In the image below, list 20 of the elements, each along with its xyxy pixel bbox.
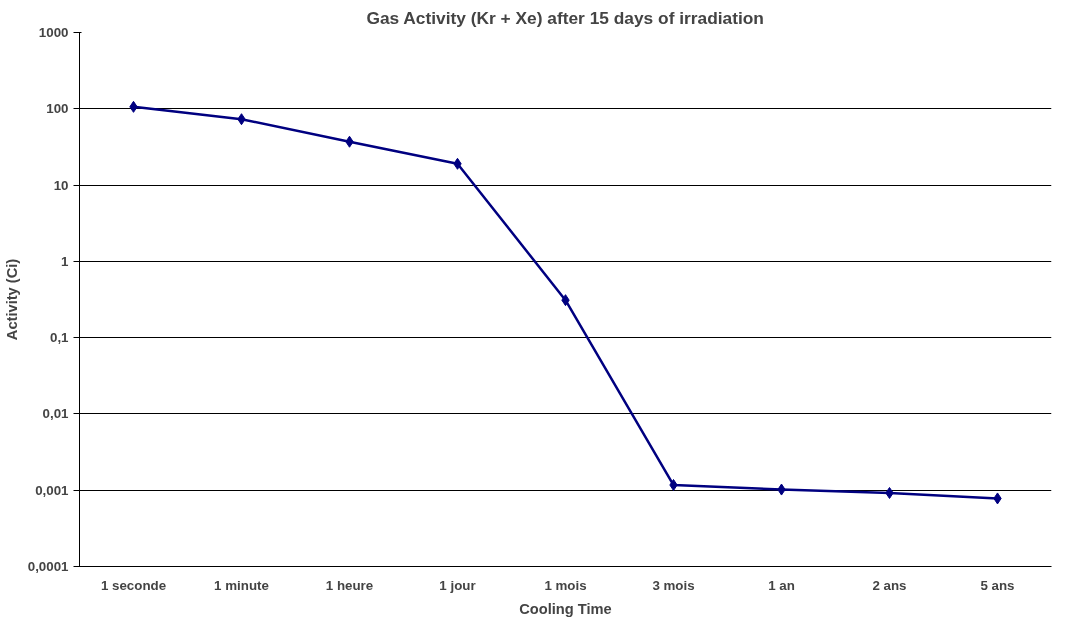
y-tick-label: 0,01 bbox=[42, 406, 70, 422]
chart-title: Gas Activity (Kr + Xe) after 15 days of irradiation bbox=[366, 7, 764, 28]
x-tick-label: 2 ans bbox=[872, 577, 907, 593]
x-tick-label: 1 an bbox=[768, 577, 795, 593]
y-tick-label: 0,1 bbox=[49, 330, 70, 346]
y-tick-label: 10 bbox=[53, 177, 69, 193]
x-tick-label: 3 mois bbox=[652, 577, 695, 593]
y-tick-label: 0,001 bbox=[35, 482, 70, 498]
y-tick-label: 1 bbox=[61, 253, 70, 269]
y-tick-label: 1000 bbox=[38, 25, 69, 40]
y-tick-label: 0,0001 bbox=[27, 559, 70, 574]
x-axis-title: Cooling Time bbox=[519, 600, 612, 617]
x-tick-label: 1 seconde bbox=[100, 577, 167, 593]
y-axis-title: Activity (Ci) bbox=[3, 258, 20, 341]
x-tick-label: 5 ans bbox=[980, 577, 1015, 593]
x-tick-label: 1 minute bbox=[214, 577, 269, 593]
x-tick-label: 1 mois bbox=[544, 577, 587, 593]
x-tick-label: 1 jour bbox=[439, 577, 476, 593]
y-tick-label: 100 bbox=[46, 101, 69, 117]
x-tick-label: 1 heure bbox=[325, 577, 374, 593]
